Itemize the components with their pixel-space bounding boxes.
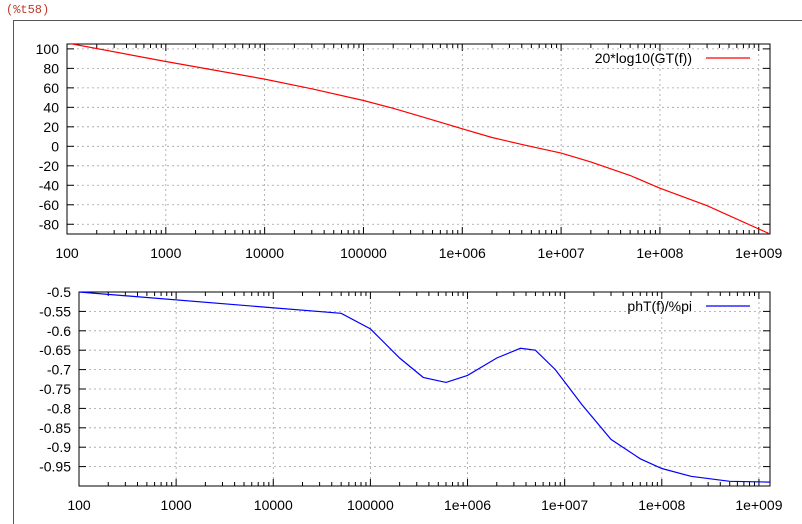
legend-label: 20*log10(GT(f))	[595, 50, 692, 66]
y-tick-label: 20	[43, 119, 59, 135]
y-tick-label: -0.55	[39, 303, 71, 319]
y-tick-label: -0.7	[47, 362, 71, 378]
x-tick-label: 1e+006	[444, 497, 491, 513]
x-tick-label: 1e+009	[735, 497, 782, 513]
x-tick-label: 100000	[340, 245, 387, 261]
y-tick-label: -0.9	[47, 439, 71, 455]
cell-label: (%t58)	[6, 3, 50, 17]
y-tick-label: -0.65	[39, 342, 71, 358]
x-tick-label: 100000	[347, 497, 394, 513]
x-tick-label: 1e+008	[638, 497, 685, 513]
x-tick-label: 1e+009	[735, 245, 782, 261]
x-tick-label: 100	[55, 245, 79, 261]
y-tick-label: -0.85	[39, 420, 71, 436]
y-tick-label: -0.6	[47, 323, 71, 339]
x-tick-label: 1000	[150, 245, 181, 261]
y-tick-label: -0.8	[47, 400, 71, 416]
x-tick-label: 10000	[245, 245, 284, 261]
output-frame	[13, 20, 802, 524]
x-tick-label: 1e+007	[538, 245, 585, 261]
y-tick-label: 100	[36, 41, 60, 57]
series-line	[69, 44, 770, 234]
y-tick-label: 60	[43, 80, 59, 96]
y-tick-label: 0	[51, 138, 59, 154]
y-tick-label: -80	[39, 216, 59, 232]
y-tick-label: -60	[39, 197, 59, 213]
x-tick-label: 100	[67, 497, 91, 513]
y-tick-label: -20	[39, 158, 59, 174]
y-tick-label: -0.75	[39, 381, 71, 397]
plot-frame	[66, 43, 771, 235]
x-tick-label: 10000	[254, 497, 293, 513]
x-tick-label: 1e+007	[541, 497, 588, 513]
x-tick-label: 1e+006	[439, 245, 486, 261]
y-tick-label: -40	[39, 177, 59, 193]
y-tick-label: 80	[43, 60, 59, 76]
x-tick-label: 1e+008	[636, 245, 683, 261]
magnitude-plot: 100 1000 10000 100000 1e+006 1e+007 1e+008 1e+0…	[36, 41, 783, 261]
y-tick-label: -0.95	[39, 459, 71, 475]
series-line	[79, 292, 770, 483]
plot-frame	[78, 291, 771, 487]
y-tick-label: -0.5	[47, 284, 71, 300]
legend-label: phT(f)/%pi	[627, 298, 692, 314]
y-tick-label: 40	[43, 99, 59, 115]
phase-plot: 100 1000 10000 100000 1e+006 1e+007 1e+008 1e+0…	[39, 284, 783, 513]
x-tick-label: 1000	[161, 497, 192, 513]
